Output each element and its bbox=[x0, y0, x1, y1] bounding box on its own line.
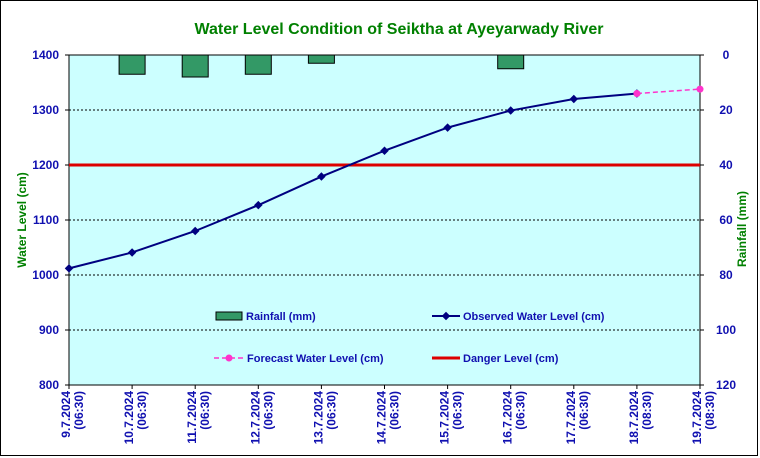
x-tick-label: 10.7.2024(06:30) bbox=[122, 391, 149, 445]
forecast-point bbox=[633, 90, 641, 97]
observed-point bbox=[64, 264, 74, 273]
y-tick-label: 900 bbox=[39, 323, 59, 337]
y-tick-label: 1300 bbox=[32, 103, 59, 117]
x-tick-label: 11.7.2024(06:30) bbox=[185, 391, 212, 444]
legend-danger-label: Danger Level (cm) bbox=[463, 353, 559, 365]
legend-forecast-label: Forecast Water Level (cm) bbox=[247, 353, 384, 365]
rainfall-bar bbox=[244, 54, 272, 75]
x-tick-label: 16.7.2024(06:30) bbox=[501, 391, 528, 445]
x-tick-label: 14.7.2024(06:30) bbox=[375, 391, 402, 445]
legend-rainfall-label: Rainfall (mm) bbox=[246, 311, 316, 323]
y-tick-label: 1400 bbox=[32, 48, 59, 62]
legend: Rainfall (mm) Observed Water Level (cm) Fo… bbox=[214, 311, 605, 365]
x-tick-label: 13.7.2024(06:30) bbox=[311, 391, 338, 445]
y-tick-label: 1000 bbox=[32, 268, 59, 282]
observed-point bbox=[317, 172, 326, 181]
legend-observed-marker bbox=[441, 311, 451, 321]
legend-observed-label: Observed Water Level (cm) bbox=[463, 311, 605, 323]
observed-point bbox=[380, 146, 389, 155]
observed-point bbox=[443, 123, 452, 132]
y2-tick-label: 40 bbox=[719, 158, 733, 172]
x-tick-label: 12.7.2024(06:30) bbox=[248, 391, 275, 445]
y2-tick-label: 60 bbox=[719, 213, 733, 227]
x-tick-label: 9.7.2024(06:30) bbox=[59, 391, 86, 438]
y-tick-label: 800 bbox=[39, 378, 59, 392]
observed-point bbox=[127, 248, 137, 257]
y2-tick-label: 120 bbox=[716, 378, 736, 392]
rainfall-bar bbox=[307, 54, 335, 64]
legend-forecast-marker bbox=[225, 354, 233, 362]
x-tick-label: 17.7.2024(06:30) bbox=[564, 391, 591, 445]
x-tick-label: 18.7.2024(08:30) bbox=[627, 391, 654, 445]
y-tick-label: 1200 bbox=[32, 158, 59, 172]
x-tick-label: 19.7.2024(08:30) bbox=[690, 391, 717, 445]
forecast-water-level-line bbox=[636, 88, 701, 95]
y-tick-label: 1100 bbox=[33, 213, 59, 227]
rainfall-bar bbox=[497, 54, 525, 70]
y2-axis-title: Rainfall (mm) bbox=[735, 191, 749, 267]
y2-tick-label: 0 bbox=[723, 48, 730, 62]
y2-tick-label: 20 bbox=[719, 103, 733, 117]
rainfall-bars bbox=[118, 54, 525, 78]
y2-tick-label: 80 bbox=[719, 268, 733, 282]
observed-point bbox=[190, 226, 200, 236]
forecast-point bbox=[696, 85, 704, 93]
observed-water-level-line bbox=[68, 92, 637, 270]
y-axis-title: Water Level (cm) bbox=[15, 172, 29, 268]
rainfall-bar bbox=[181, 54, 209, 78]
axes: 1400 1300 1200 1100 1000 900 800 0 20 40 60 80 100 12… bbox=[32, 48, 736, 444]
rainfall-bar bbox=[118, 54, 146, 75]
y2-tick-label: 100 bbox=[716, 323, 736, 337]
legend-rainfall-swatch bbox=[215, 311, 243, 321]
chart-title: Water Level Condition of Seiktha at Ayey… bbox=[195, 21, 604, 38]
x-tick-label: 15.7.2024(06:30) bbox=[438, 391, 465, 445]
